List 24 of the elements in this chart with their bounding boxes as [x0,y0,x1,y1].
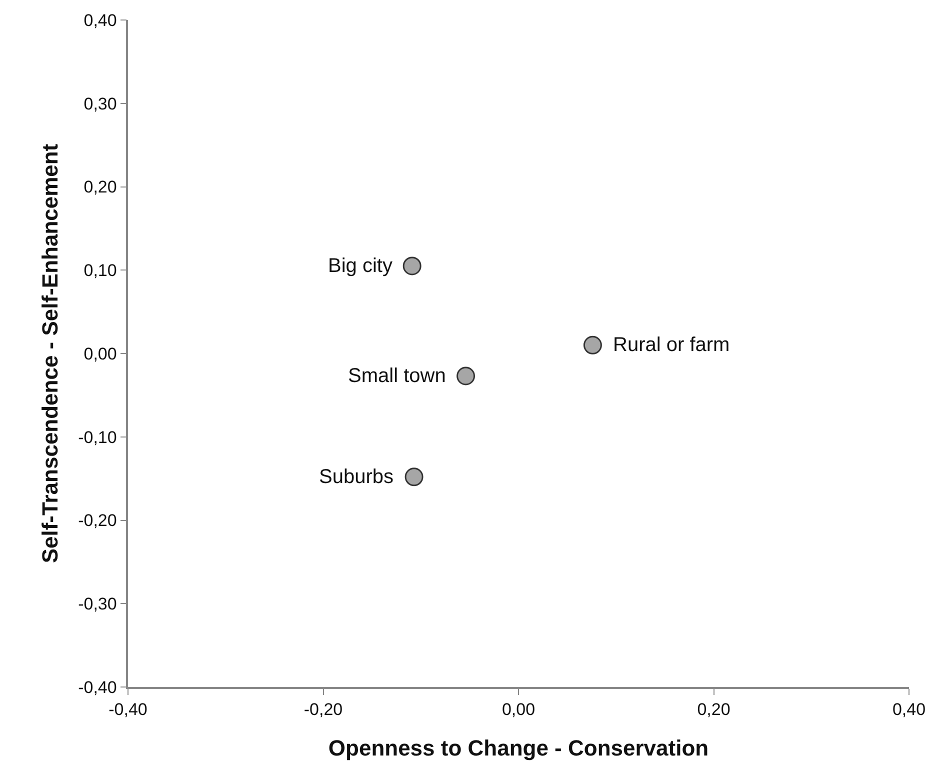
x-tick-label: -0,40 [108,700,148,720]
y-axis-title: Self-Transcendence - Self-Enhancement [37,143,62,564]
y-tick-label: 0,10 [84,261,117,280]
y-tick-label: -0,40 [78,678,117,697]
annotation: Big city [328,255,392,277]
y-tick-label: 0,00 [84,344,117,364]
annotation: Small town [348,365,446,387]
y-tick-label: 0,30 [84,94,117,114]
y-tick-label: 0,40 [84,10,117,30]
annotation: Suburbs [319,466,394,488]
point [404,468,424,486]
point [456,366,476,386]
x-tick-label: -0,20 [304,700,343,720]
x-tick-label: 0,20 [697,700,730,720]
x-axis-title: Openness to Change - Conservation [328,736,709,761]
y-tick-label: -0,20 [78,511,117,530]
x-tick-label: 0,00 [502,700,536,720]
x-tick-label: 0,40 [892,700,926,720]
point [402,256,422,276]
y-tick-label: 0,20 [84,178,117,197]
point [583,336,602,354]
annotation: Rural or farm [613,334,730,356]
y-tick-label: -0,10 [78,428,117,447]
y-tick-label: -0,30 [78,594,117,614]
